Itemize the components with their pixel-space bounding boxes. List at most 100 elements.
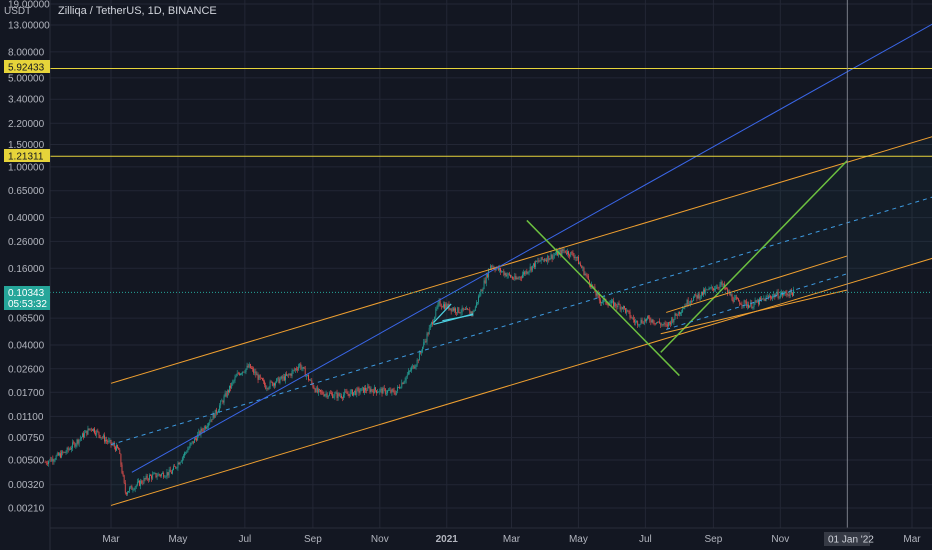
candle-body <box>109 440 111 441</box>
candle-body <box>593 286 595 288</box>
trendline-blue-trend[interactable] <box>131 17 932 473</box>
candle-body <box>654 323 656 324</box>
candle-body <box>547 255 549 262</box>
candle-body <box>451 308 453 312</box>
candle-body <box>491 265 493 268</box>
candle-body <box>422 346 424 352</box>
candle-body <box>471 311 473 314</box>
candle-body <box>87 428 89 435</box>
candle-body <box>372 390 374 394</box>
candle-body <box>254 371 256 373</box>
candle-body <box>463 309 465 310</box>
candle-body <box>493 266 495 269</box>
trendline-small-upper[interactable] <box>666 255 848 313</box>
trendline-channel-mid[interactable] <box>110 193 932 446</box>
candle-body <box>512 277 513 279</box>
candle-body <box>704 289 706 294</box>
candle-body <box>390 389 392 393</box>
candle-body <box>249 364 251 369</box>
candle-body <box>647 316 648 319</box>
candle-body <box>636 320 637 322</box>
candle-body <box>83 433 84 438</box>
candle-body <box>609 303 611 304</box>
candle-body <box>719 284 721 288</box>
candle-body <box>389 389 391 391</box>
candle-body <box>703 289 704 295</box>
candle-body <box>761 298 763 300</box>
candle-body <box>502 271 504 272</box>
candle-body <box>533 263 534 266</box>
candle-body <box>698 293 700 299</box>
level-tag-lower[interactable]: 1.21311 <box>4 149 50 163</box>
candle-body <box>125 492 127 495</box>
candle-body <box>97 430 99 432</box>
x-tick-label: Sep <box>704 534 722 545</box>
candle-body <box>183 455 184 458</box>
candle-body <box>233 380 235 382</box>
candle-body <box>274 383 275 386</box>
candle-body <box>544 259 545 261</box>
candle-body <box>314 388 316 393</box>
trendline-channel-lower[interactable] <box>110 255 932 506</box>
candle-body <box>540 257 542 262</box>
candle-body <box>398 387 399 388</box>
candle-body <box>505 273 507 277</box>
candle-body <box>378 391 380 393</box>
candle-body <box>139 480 140 486</box>
candle-body <box>688 303 690 305</box>
candle-body <box>135 485 137 487</box>
candle-body <box>497 266 499 270</box>
candle-body <box>459 312 461 314</box>
candle-body <box>221 400 223 402</box>
candle-body <box>268 387 270 389</box>
candle-body <box>546 259 548 262</box>
candle-body <box>468 309 470 311</box>
candle-body <box>283 376 285 381</box>
candle-body <box>718 287 720 289</box>
candle-body <box>731 294 733 300</box>
candle-body <box>277 377 279 379</box>
candle-body <box>648 316 650 318</box>
candle-body <box>145 475 147 479</box>
y-tick-label: 0.02600 <box>8 364 45 375</box>
y-tick-label: 2.20000 <box>8 119 45 130</box>
candle-body <box>783 293 785 296</box>
candle-body <box>85 430 87 433</box>
candle-body <box>331 393 332 394</box>
candle-body <box>117 445 118 448</box>
level-tag-upper[interactable]: 5.92433 <box>4 60 50 74</box>
candle-body <box>312 383 314 388</box>
candle-body <box>770 296 771 298</box>
candle-body <box>355 390 357 395</box>
candle-body <box>660 323 662 326</box>
candle-body <box>748 304 749 308</box>
candle-body <box>164 477 166 478</box>
trendline-green-diag-down[interactable] <box>526 219 680 377</box>
candle-body <box>120 453 122 465</box>
candle-body <box>280 376 282 380</box>
candle-body <box>265 385 267 389</box>
y-tick-label: 0.16000 <box>8 264 45 275</box>
candle-body <box>481 290 483 292</box>
trendline-small-lower[interactable] <box>660 289 848 335</box>
candle-body <box>98 431 100 436</box>
countdown-text: 05:53:32 <box>8 299 47 310</box>
trendline-green-diag-up[interactable] <box>660 160 848 353</box>
candle-body <box>150 475 151 476</box>
candle-body <box>466 308 467 310</box>
candle-body <box>655 322 657 324</box>
candle-body <box>53 460 55 462</box>
candle-body <box>465 309 466 310</box>
channel-band <box>111 136 932 506</box>
candle-body <box>346 392 348 394</box>
currency-label: USDT <box>4 6 31 17</box>
candle-body <box>457 307 459 314</box>
candle-body <box>281 376 283 379</box>
trendline-channel-upper[interactable] <box>110 133 932 384</box>
candle-body <box>243 371 245 373</box>
y-tick-label: 0.40000 <box>8 213 45 224</box>
candle-body <box>220 401 222 406</box>
candle-body <box>426 333 428 342</box>
